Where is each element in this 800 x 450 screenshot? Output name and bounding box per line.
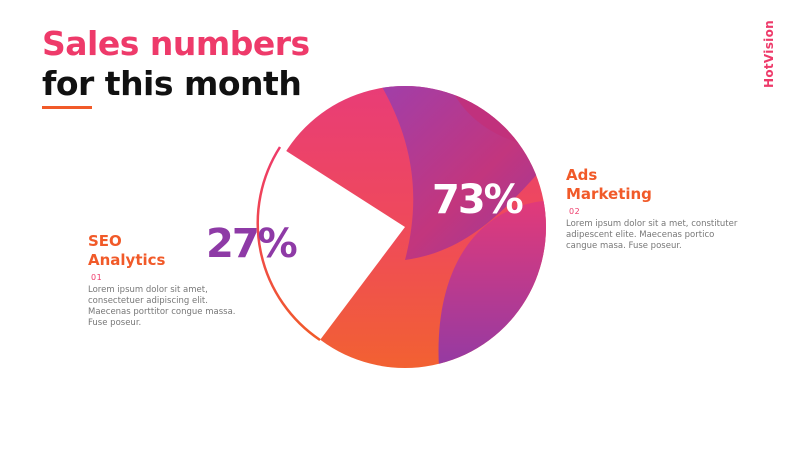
seo-title-line-1: SEO bbox=[88, 232, 122, 250]
pie-slice-seo-analytics bbox=[257, 147, 405, 340]
seo-description: Lorem ipsum dolor sit amet, consectetuer… bbox=[88, 285, 236, 328]
title-underline bbox=[42, 106, 92, 109]
pie-slice-seo-rim bbox=[256, 146, 321, 342]
seo-number: 01 bbox=[91, 273, 103, 282]
ads-percent-label: 73% bbox=[432, 177, 524, 223]
seo-percent-label: 27% bbox=[206, 221, 298, 267]
seo-title-line-2: Analytics bbox=[88, 251, 166, 269]
ads-number: 02 bbox=[569, 207, 581, 216]
ads-title: Ads Marketing bbox=[566, 166, 746, 204]
ads-description: Lorem ipsum dolor sit a met, constituter… bbox=[566, 219, 738, 251]
title-line-2: for this month bbox=[42, 64, 302, 103]
title-line-1: Sales numbers bbox=[42, 24, 310, 63]
ads-title-line-2: Marketing bbox=[566, 185, 652, 203]
ads-title-line-1: Ads bbox=[566, 166, 598, 184]
brand-logo: HotVision bbox=[762, 20, 776, 88]
ads-marketing-label: Ads Marketing 02 Lorem ipsum dolor sit a… bbox=[566, 166, 746, 252]
page-title: Sales numbers for this month bbox=[42, 24, 310, 104]
seo-analytics-label: SEO Analytics 01 Lorem ipsum dolor sit a… bbox=[88, 232, 238, 329]
seo-title: SEO Analytics bbox=[88, 232, 238, 270]
